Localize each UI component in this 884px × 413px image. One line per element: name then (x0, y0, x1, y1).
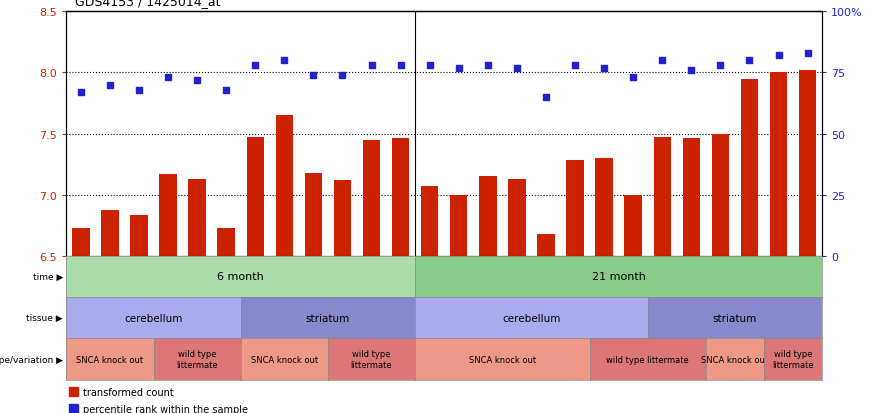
Point (278, 58, 292, 64)
Text: percentile rank within the sample: percentile rank within the sample (83, 404, 248, 413)
Bar (770, 74, 788, 256)
Text: wild type littermate: wild type littermate (606, 355, 689, 364)
Point (597, 65, 611, 72)
Text: 6 month: 6 month (217, 272, 264, 282)
Point (801, 50, 815, 57)
Bar (567, 161, 583, 256)
Point (772, 53, 786, 59)
Point (539, 95, 553, 101)
Text: wild type
littermate: wild type littermate (176, 350, 218, 369)
Bar (450, 195, 468, 256)
Bar (392, 139, 409, 256)
Point (248, 63, 263, 69)
Bar (101, 211, 118, 256)
Point (452, 65, 466, 72)
Bar (334, 180, 351, 256)
Text: SNCA knock out: SNCA knock out (469, 355, 536, 364)
Point (423, 63, 437, 69)
Bar (130, 216, 148, 256)
Point (626, 75, 640, 81)
Point (161, 75, 175, 81)
Bar (159, 174, 177, 256)
Text: transformed count: transformed count (83, 387, 174, 397)
Bar (741, 79, 758, 256)
Bar (421, 187, 438, 256)
Bar (479, 177, 497, 256)
Point (655, 58, 669, 64)
Bar (537, 234, 554, 256)
Text: striatum: striatum (306, 313, 350, 323)
Point (568, 63, 582, 69)
Point (307, 72, 321, 79)
Point (684, 68, 698, 74)
Point (481, 63, 495, 69)
Point (713, 63, 728, 69)
Bar (188, 179, 206, 256)
Text: SNCA knock out: SNCA knock out (76, 355, 143, 364)
Bar (712, 134, 729, 256)
Bar (682, 139, 700, 256)
Bar (624, 195, 642, 256)
Bar (217, 228, 235, 256)
Text: tissue ▶: tissue ▶ (27, 313, 63, 323)
Text: time ▶: time ▶ (33, 272, 63, 281)
Point (335, 72, 349, 79)
Point (393, 63, 408, 69)
Point (743, 58, 757, 64)
Bar (247, 138, 264, 256)
Text: GDS4153 / 1425014_at: GDS4153 / 1425014_at (75, 0, 221, 8)
Point (364, 63, 378, 69)
Bar (653, 138, 671, 256)
Text: cerebellum: cerebellum (502, 313, 560, 323)
Bar (362, 140, 380, 256)
Point (103, 82, 117, 89)
Bar (276, 116, 293, 256)
Text: cerebellum: cerebellum (125, 313, 183, 323)
Point (219, 87, 233, 94)
Text: SNCA knock out: SNCA knock out (701, 355, 768, 364)
Bar (305, 173, 322, 256)
Bar (508, 179, 526, 256)
Bar (69, 404, 78, 413)
Text: SNCA knock out: SNCA knock out (251, 355, 318, 364)
Bar (72, 228, 89, 256)
Point (510, 65, 524, 72)
Point (73, 90, 88, 96)
Text: wild type
littermate: wild type littermate (351, 350, 392, 369)
Bar (69, 387, 78, 396)
Text: wild type
littermate: wild type littermate (773, 350, 814, 369)
Text: 21 month: 21 month (591, 272, 645, 282)
Bar (799, 71, 816, 256)
Point (132, 87, 146, 94)
Text: genotype/variation ▶: genotype/variation ▶ (0, 355, 63, 364)
Text: striatum: striatum (713, 313, 757, 323)
Bar (596, 159, 613, 256)
Point (190, 77, 204, 84)
